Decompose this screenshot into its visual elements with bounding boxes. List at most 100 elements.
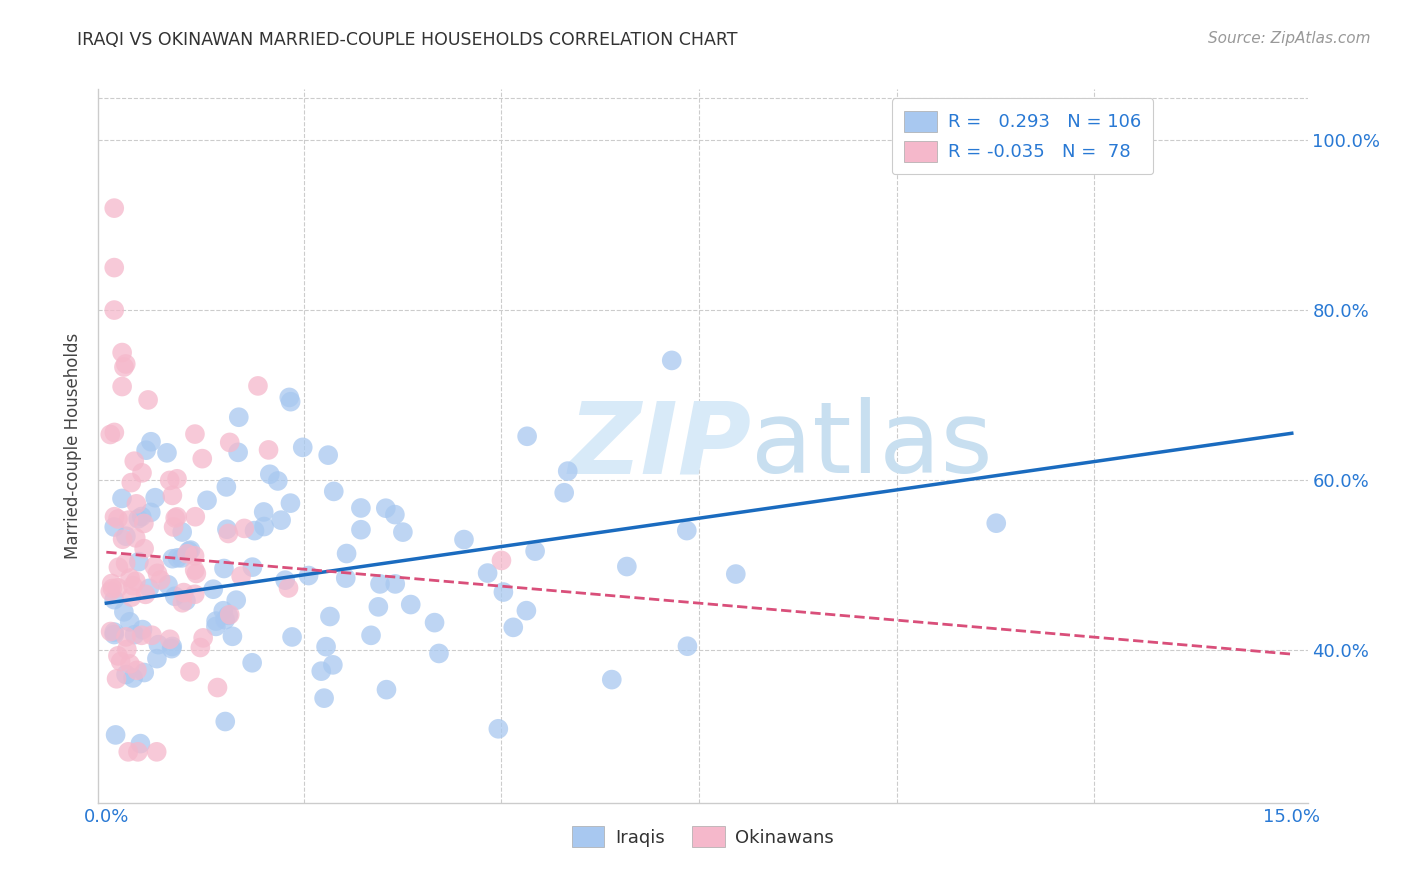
- Point: [118, 657, 141, 671]
- Point: [360, 628, 382, 642]
- Point: [173, 585, 195, 599]
- Point: [103, 520, 125, 534]
- Point: [162, 520, 184, 534]
- Point: [125, 497, 148, 511]
- Point: [184, 509, 207, 524]
- Point: [524, 544, 547, 558]
- Point: [103, 303, 125, 318]
- Point: [492, 585, 515, 599]
- Point: [139, 505, 162, 519]
- Point: [111, 345, 134, 359]
- Point: [453, 533, 475, 547]
- Point: [477, 566, 499, 580]
- Point: [335, 571, 357, 585]
- Point: [98, 427, 121, 442]
- Point: [676, 639, 699, 653]
- Point: [166, 472, 188, 486]
- Point: [375, 682, 398, 697]
- Point: [145, 745, 167, 759]
- Point: [146, 651, 169, 665]
- Point: [120, 475, 142, 490]
- Point: [183, 563, 205, 577]
- Point: [214, 613, 236, 627]
- Point: [233, 521, 256, 535]
- Point: [616, 559, 638, 574]
- Point: [179, 665, 201, 679]
- Point: [115, 642, 138, 657]
- Point: [486, 722, 509, 736]
- Point: [336, 547, 359, 561]
- Text: Source: ZipAtlas.com: Source: ZipAtlas.com: [1208, 31, 1371, 46]
- Point: [131, 623, 153, 637]
- Point: [107, 581, 129, 595]
- Point: [141, 628, 163, 642]
- Point: [515, 604, 537, 618]
- Point: [163, 589, 186, 603]
- Point: [661, 353, 683, 368]
- Point: [225, 593, 247, 607]
- Point: [190, 640, 212, 655]
- Point: [226, 445, 249, 459]
- Point: [143, 559, 166, 574]
- Point: [103, 627, 125, 641]
- Y-axis label: Married-couple Households: Married-couple Households: [65, 333, 83, 559]
- Point: [322, 484, 344, 499]
- Point: [218, 607, 240, 622]
- Point: [98, 584, 121, 599]
- Point: [174, 593, 197, 607]
- Point: [280, 394, 302, 409]
- Point: [172, 596, 194, 610]
- Point: [115, 667, 138, 681]
- Point: [148, 638, 170, 652]
- Point: [221, 629, 243, 643]
- Point: [111, 491, 134, 506]
- Point: [257, 442, 280, 457]
- Point: [291, 441, 314, 455]
- Point: [384, 508, 406, 522]
- Point: [350, 500, 373, 515]
- Point: [114, 357, 136, 371]
- Text: ZIP: ZIP: [568, 398, 751, 494]
- Point: [160, 640, 183, 654]
- Point: [191, 451, 214, 466]
- Point: [128, 555, 150, 569]
- Point: [103, 425, 125, 440]
- Point: [125, 531, 148, 545]
- Point: [675, 524, 697, 538]
- Point: [107, 560, 129, 574]
- Point: [253, 505, 276, 519]
- Point: [166, 509, 188, 524]
- Point: [297, 568, 319, 582]
- Text: IRAQI VS OKINAWAN MARRIED-COUPLE HOUSEHOLDS CORRELATION CHART: IRAQI VS OKINAWAN MARRIED-COUPLE HOUSEHO…: [77, 31, 738, 49]
- Point: [117, 745, 139, 759]
- Point: [159, 632, 181, 647]
- Point: [125, 574, 148, 589]
- Point: [553, 485, 575, 500]
- Text: atlas: atlas: [751, 398, 993, 494]
- Point: [104, 728, 127, 742]
- Point: [103, 625, 125, 640]
- Point: [120, 571, 142, 585]
- Point: [115, 529, 138, 543]
- Point: [110, 655, 132, 669]
- Point: [114, 556, 136, 570]
- Point: [270, 513, 292, 527]
- Point: [228, 410, 250, 425]
- Point: [240, 656, 263, 670]
- Point: [316, 448, 339, 462]
- Point: [314, 691, 336, 706]
- Point: [105, 672, 128, 686]
- Point: [367, 599, 389, 614]
- Point: [118, 615, 141, 629]
- Point: [135, 443, 157, 458]
- Point: [115, 630, 138, 644]
- Point: [122, 671, 145, 685]
- Point: [127, 512, 149, 526]
- Point: [146, 566, 169, 581]
- Point: [427, 647, 450, 661]
- Point: [392, 525, 415, 540]
- Point: [117, 513, 139, 527]
- Point: [134, 665, 156, 680]
- Point: [103, 201, 125, 215]
- Point: [202, 582, 225, 597]
